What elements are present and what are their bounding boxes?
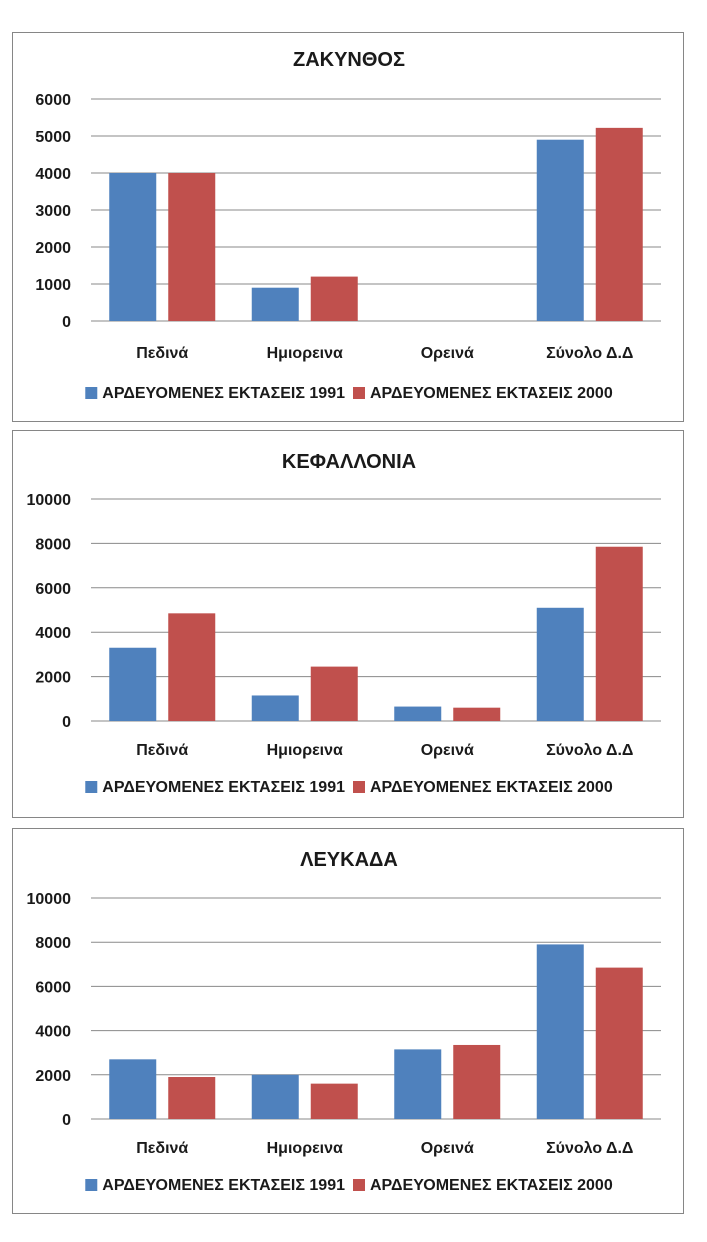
y-tick-label: 0 [62,1112,71,1129]
bar-2000 [595,127,643,321]
y-tick-label: 10000 [27,891,72,908]
bar-2000 [310,1083,358,1119]
chart-kefallonia: ΚΕΦΑΛΛΟΝΙΑ 0 2000 4000 6000 8000 10000 Πεδινά Ημ… [27,451,661,796]
y-tick-label: 2000 [35,1068,71,1085]
y-tick-label: 0 [62,714,71,731]
bar-2000 [595,546,643,721]
y-tick-label: 1000 [35,277,71,294]
chart-title: ΖΑΚΥΝΘΟΣ [293,49,405,71]
legend-label: ΑΡΔΕΥΟΜΕΝΕΣ ΕΚΤΑΣΕΙΣ 1991 [102,385,345,402]
legend-label: ΑΡΔΕΥΟΜΕΝΕΣ ΕΚΤΑΣΕΙΣ 2000 [370,1177,613,1194]
bar-1991 [109,647,157,721]
bar-2000 [168,1077,216,1119]
legend-label: ΑΡΔΕΥΟΜΕΝΕΣ ΕΚΤΑΣΕΙΣ 1991 [102,779,345,796]
x-category-label: Σύνολο Δ.Δ [546,742,633,759]
x-category-label: Ημιορεινα [267,1140,343,1157]
bar-1991 [251,695,299,721]
bar-2000 [453,707,501,721]
y-tick-label: 6000 [35,92,71,109]
y-tick-label: 2000 [35,240,71,257]
bar-2000 [310,276,358,321]
bar-2000 [310,666,358,721]
x-category-label: Ημιορεινα [267,742,343,759]
x-category-label: Πεδινά [136,1140,188,1157]
y-tick-label: 10000 [27,492,72,509]
chart-panel-lefkada: ΛΕΥΚΑΔΑ 0 2000 4000 6000 8000 10000 Πεδινά Ημιορ… [12,828,684,1214]
y-tick-label: 6000 [35,581,71,598]
legend-label: ΑΡΔΕΥΟΜΕΝΕΣ ΕΚΤΑΣΕΙΣ 2000 [370,779,613,796]
x-category-label: Πεδινά [136,742,188,759]
legend-swatch [85,781,98,793]
y-tick-label: 4000 [35,1024,71,1041]
bar-1991 [394,1049,442,1119]
bar-1991 [109,173,157,321]
legend: ΑΡΔΕΥΟΜΕΝΕΣ ΕΚΤΑΣΕΙΣ 1991 ΑΡΔΕΥΟΜΕΝΕΣ ΕΚΤ… [85,385,613,402]
y-tick-label: 6000 [35,979,71,996]
bar-1991 [536,607,584,721]
y-tick-label: 8000 [35,935,71,952]
y-tick-label: 4000 [35,166,71,183]
legend-label: ΑΡΔΕΥΟΜΕΝΕΣ ΕΚΤΑΣΕΙΣ 1991 [102,1177,345,1194]
y-tick-label: 5000 [35,129,71,146]
legend-swatch [353,1179,365,1191]
legend-swatch [353,781,365,793]
y-tick-label: 3000 [35,203,71,220]
bar-1991 [109,1059,157,1119]
y-tick-label: 0 [62,314,71,331]
legend: ΑΡΔΕΥΟΜΕΝΕΣ ΕΚΤΑΣΕΙΣ 1991 ΑΡΔΕΥΟΜΕΝΕΣ ΕΚΤ… [85,779,613,796]
bar-1991 [394,706,442,721]
bar-1991 [536,944,584,1119]
chart-title: ΚΕΦΑΛΛΟΝΙΑ [282,451,416,473]
bar-2000 [168,613,216,721]
legend-swatch [85,1179,98,1191]
x-category-label: Σύνολο Δ.Δ [546,1140,633,1157]
legend-swatch [353,387,365,399]
bar-2000 [595,967,643,1119]
y-tick-label: 8000 [35,536,71,553]
bar-1991 [251,287,299,321]
bar-2000 [168,173,216,321]
x-category-label: Ορεινά [421,1140,474,1157]
chart-zakynthos: ΖΑΚΥΝΘΟΣ 0 1000 2000 3000 4000 5000 6000 Πεδινά Η… [35,49,661,402]
legend: ΑΡΔΕΥΟΜΕΝΕΣ ΕΚΤΑΣΕΙΣ 1991 ΑΡΔΕΥΟΜΕΝΕΣ ΕΚΤ… [85,1177,613,1194]
x-category-label: Ορεινά [421,345,474,362]
bar-2000 [453,1044,501,1119]
chart-title: ΛΕΥΚΑΔΑ [300,849,398,871]
bar-1991 [251,1074,299,1119]
y-tick-label: 4000 [35,625,71,642]
bar-1991 [536,139,584,321]
x-category-label: Σύνολο Δ.Δ [546,345,633,362]
x-category-label: Πεδινά [136,345,188,362]
legend-swatch [85,387,98,399]
chart-lefkada: ΛΕΥΚΑΔΑ 0 2000 4000 6000 8000 10000 Πεδινά Ημιορ… [27,849,661,1194]
legend-label: ΑΡΔΕΥΟΜΕΝΕΣ ΕΚΤΑΣΕΙΣ 2000 [370,385,613,402]
x-category-label: Ημιορεινα [267,345,343,362]
x-category-label: Ορεινά [421,742,474,759]
chart-panel-kefallonia: ΚΕΦΑΛΛΟΝΙΑ 0 2000 4000 6000 8000 10000 Πεδινά Ημ… [12,430,684,818]
y-tick-label: 2000 [35,670,71,687]
chart-panel-zakynthos: ΖΑΚΥΝΘΟΣ 0 1000 2000 3000 4000 5000 6000 Πεδινά Η… [12,32,684,422]
